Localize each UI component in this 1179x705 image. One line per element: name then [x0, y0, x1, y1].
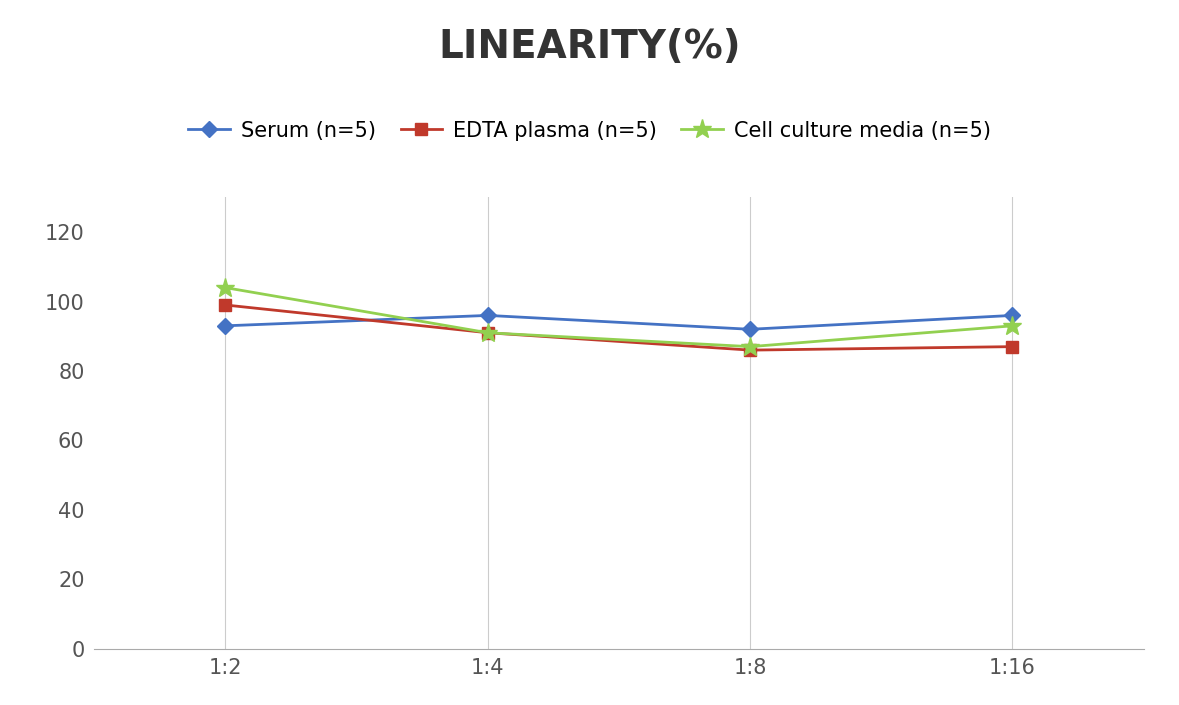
Serum (n=5)	[1006, 311, 1020, 319]
Line: Serum (n=5): Serum (n=5)	[220, 310, 1017, 335]
Serum (n=5)	[743, 325, 757, 333]
EDTA plasma (n=5)	[481, 329, 495, 337]
Cell culture media (n=5)	[1006, 321, 1020, 330]
Cell culture media (n=5)	[481, 329, 495, 337]
EDTA plasma (n=5)	[1006, 343, 1020, 351]
Cell culture media (n=5)	[218, 283, 232, 292]
Legend: Serum (n=5), EDTA plasma (n=5), Cell culture media (n=5): Serum (n=5), EDTA plasma (n=5), Cell cul…	[180, 113, 999, 149]
Serum (n=5)	[481, 311, 495, 319]
Serum (n=5)	[218, 321, 232, 330]
Text: LINEARITY(%): LINEARITY(%)	[439, 28, 740, 66]
EDTA plasma (n=5)	[218, 301, 232, 309]
EDTA plasma (n=5)	[743, 346, 757, 355]
Line: Cell culture media (n=5): Cell culture media (n=5)	[216, 278, 1022, 356]
Cell culture media (n=5)	[743, 343, 757, 351]
Line: EDTA plasma (n=5): EDTA plasma (n=5)	[220, 300, 1017, 355]
